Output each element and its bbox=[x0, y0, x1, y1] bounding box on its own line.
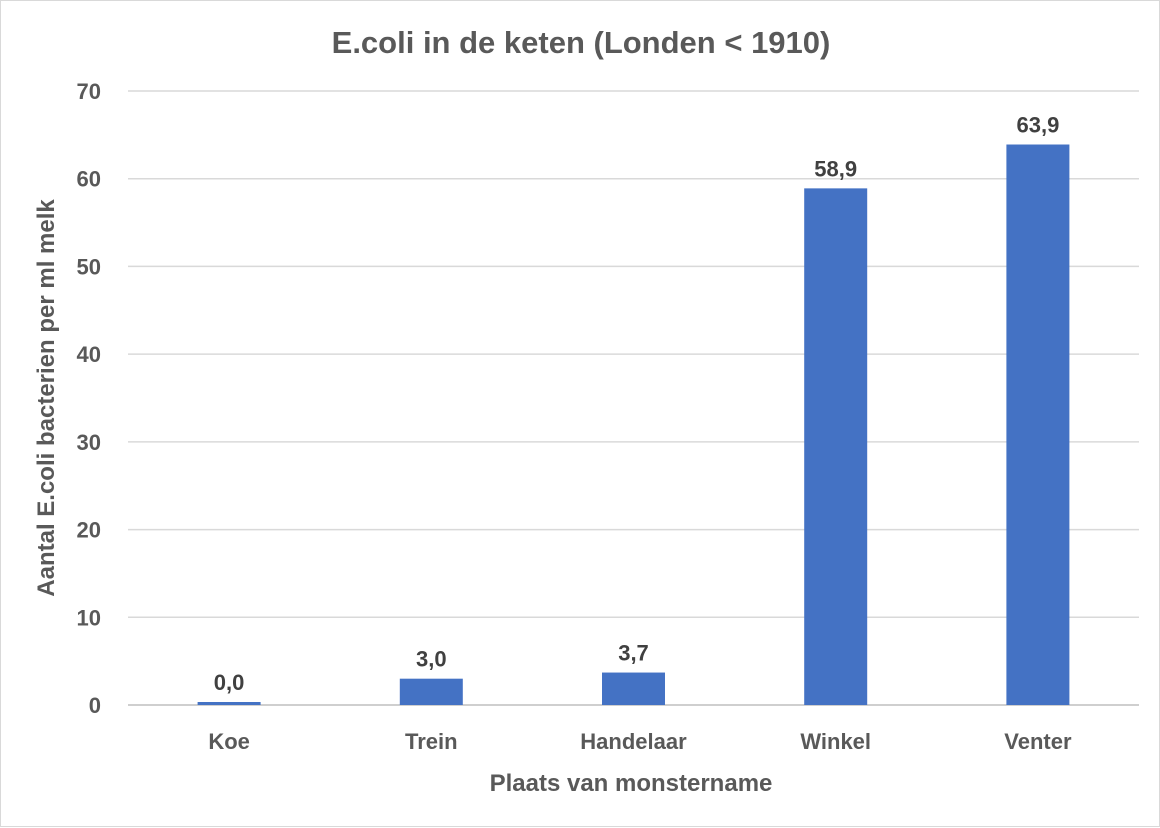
y-tick-label: 10 bbox=[77, 605, 101, 630]
data-label: 58,9 bbox=[814, 156, 857, 181]
gridlines bbox=[128, 90, 1139, 706]
y-axis-ticks: 0 10 20 30 40 50 60 70 bbox=[77, 79, 101, 718]
y-tick-label: 50 bbox=[77, 254, 101, 279]
data-label: 63,9 bbox=[1016, 113, 1059, 138]
x-axis-ticks: Koe Trein Handelaar Winkel Venter bbox=[208, 729, 1072, 754]
y-tick-label: 20 bbox=[77, 518, 101, 543]
x-tick-label: Venter bbox=[1004, 729, 1072, 754]
x-tick-label: Winkel bbox=[800, 729, 871, 754]
y-tick-label: 70 bbox=[77, 79, 101, 104]
data-label: 0,0 bbox=[214, 670, 245, 695]
bar-venter bbox=[1006, 144, 1070, 705]
data-label: 3,0 bbox=[416, 647, 447, 672]
y-tick-label: 0 bbox=[89, 693, 101, 718]
data-label: 3,7 bbox=[618, 641, 649, 666]
y-tick-label: 30 bbox=[77, 430, 101, 455]
bar-trein bbox=[399, 678, 463, 705]
x-tick-label: Trein bbox=[405, 729, 458, 754]
chart-title: E.coli in de keten (Londen < 1910) bbox=[332, 25, 831, 60]
bar-koe bbox=[197, 702, 261, 705]
x-tick-label: Handelaar bbox=[580, 729, 687, 754]
data-labels: 0,0 3,0 3,7 58,9 63,9 bbox=[214, 113, 1060, 695]
bar-winkel bbox=[804, 188, 868, 705]
x-tick-label: Koe bbox=[208, 729, 250, 754]
y-axis-title: Aantal E.coli bacterien per ml melk bbox=[33, 199, 60, 597]
y-tick-label: 60 bbox=[77, 167, 101, 192]
y-tick-label: 40 bbox=[77, 342, 101, 367]
bars bbox=[197, 144, 1070, 705]
x-axis-title: Plaats van monstername bbox=[490, 770, 773, 797]
bar-handelaar bbox=[602, 672, 665, 705]
